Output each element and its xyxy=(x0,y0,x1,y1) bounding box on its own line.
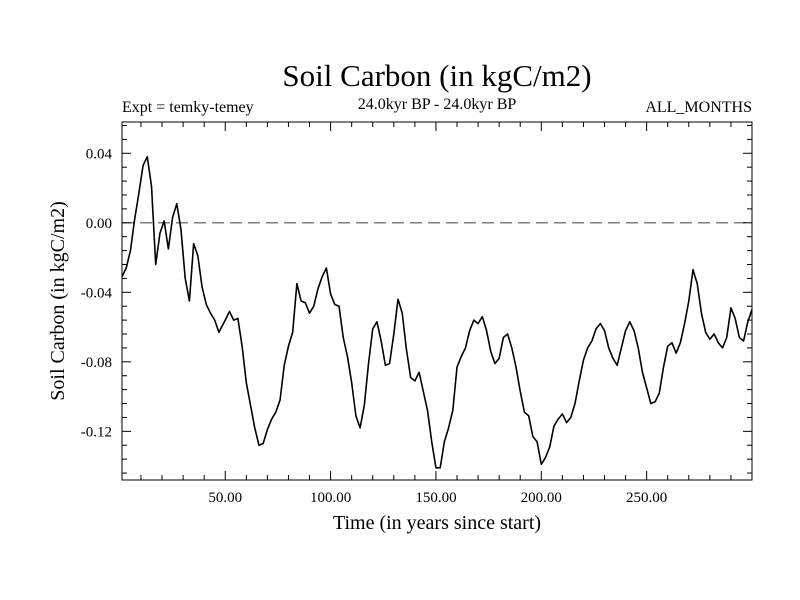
y-tick-label: 0.04 xyxy=(86,146,113,162)
chart-title: Soil Carbon (in kgC/m2) xyxy=(282,58,591,93)
y-tick-label: -0.12 xyxy=(81,424,112,440)
x-tick-label: 250.00 xyxy=(626,490,667,506)
plot-frame xyxy=(121,121,753,481)
experiment-label: Expt = temky-temey xyxy=(122,99,254,116)
ticks-layer: 50.00 100.00 150.00 200.00 250.00 0.04 0.00 -0.… xyxy=(81,122,752,506)
x-tick-label: 150.00 xyxy=(415,490,456,506)
months-label: ALL_MONTHS xyxy=(645,99,752,116)
x-tick-label: 100.00 xyxy=(310,490,351,506)
x-tick-label: 50.00 xyxy=(208,490,242,506)
series-line xyxy=(121,155,753,469)
x-axis-label: Time (in years since start) xyxy=(333,512,541,534)
y-axis-label: Soil Carbon (in kgC/m2) xyxy=(47,201,69,400)
period-label: 24.0kyr BP - 24.0kyr BP xyxy=(358,96,517,113)
y-tick-label: -0.08 xyxy=(81,355,112,371)
y-tick-label: -0.04 xyxy=(81,285,113,301)
x-tick-label: 200.00 xyxy=(521,490,562,506)
y-tick-label: 0.00 xyxy=(86,216,112,232)
